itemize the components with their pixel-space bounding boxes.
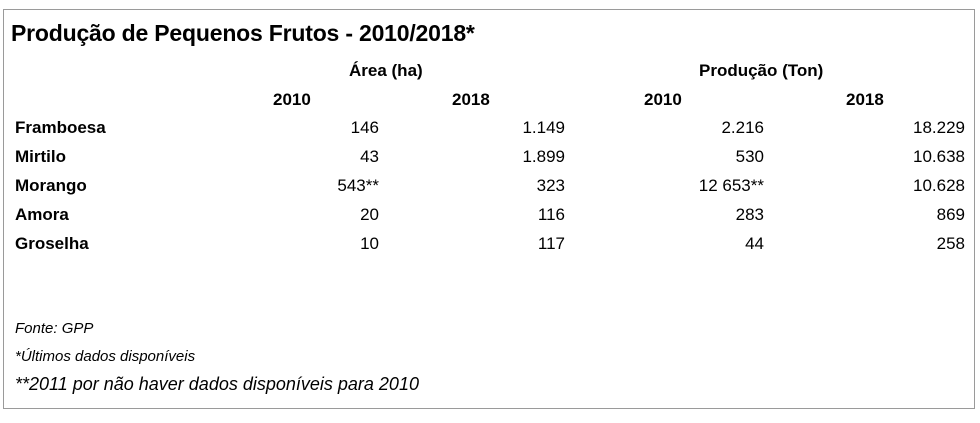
row-label: Amora [15,205,69,224]
cell-area-2010: 543** [337,176,379,195]
table-title: Produção de Pequenos Frutos - 2010/2018* [11,20,475,46]
cell-area-2010: 146 [350,118,379,137]
cell-area-2018: 116 [537,205,565,224]
year-header-production-2018: 2018 [846,90,884,109]
year-header-production-2010: 2010 [644,90,682,109]
cell-area-2010: 10 [360,234,379,253]
table-frame [3,9,975,409]
group-header-area: Área (ha) [349,61,423,80]
footnote-2011: **2011 por não haver dados disponíveis p… [15,374,419,394]
cell-area-2018: 117 [537,234,565,253]
cell-area-2010: 43 [360,147,379,166]
cell-production-2010: 2.216 [721,118,764,137]
cell-area-2018: 1.899 [522,147,565,166]
row-label: Groselha [15,234,89,253]
row-label: Framboesa [15,118,106,137]
year-header-area-2010: 2010 [273,90,311,109]
footnote-latest-data: *Últimos dados disponíveis [15,348,196,365]
cell-production-2010: 530 [735,147,764,166]
cell-production-2018: 258 [936,234,965,253]
group-header-production: Produção (Ton) [699,61,824,80]
year-header-area-2018: 2018 [452,90,490,109]
cell-production-2010: 283 [735,205,764,224]
cell-area-2018: 1.149 [522,118,565,137]
cell-production-2010: 44 [745,234,764,253]
row-label: Mirtilo [15,147,66,166]
row-label: Morango [15,176,87,195]
cell-production-2018: 869 [936,205,965,224]
cell-area-2018: 323 [536,176,565,195]
source-note: Fonte: GPP [15,320,94,337]
cell-area-2010: 20 [360,205,379,224]
cell-production-2018: 18.229 [913,118,965,137]
cell-production-2010: 12 653** [698,176,764,195]
cell-production-2018: 10.638 [913,147,965,166]
cell-production-2018: 10.628 [913,176,965,195]
